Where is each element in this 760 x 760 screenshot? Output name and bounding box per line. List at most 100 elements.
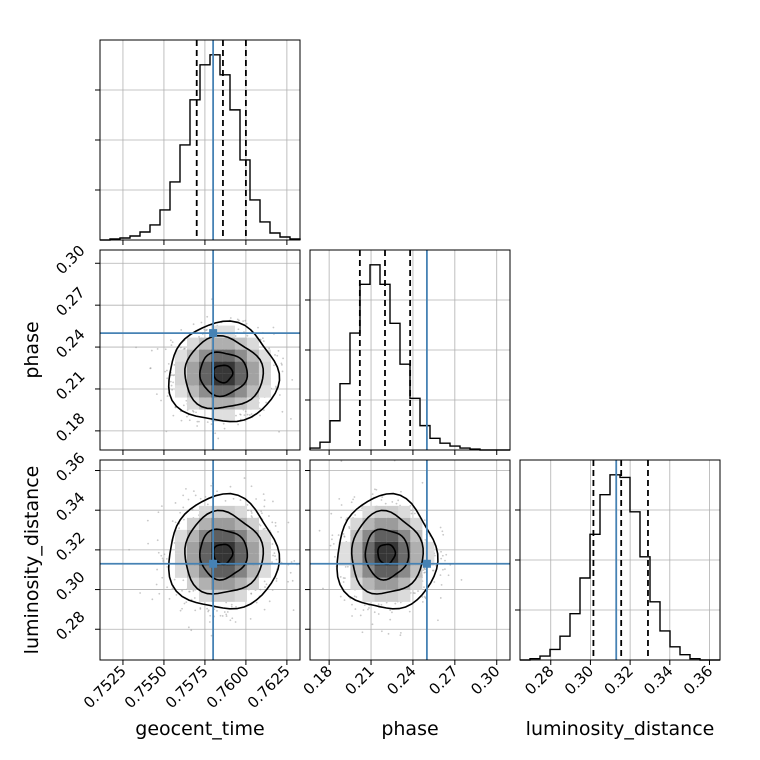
density-cell xyxy=(246,565,259,578)
sample-point xyxy=(342,533,345,535)
sample-point xyxy=(192,323,195,326)
sample-point xyxy=(290,417,292,420)
sample-point xyxy=(412,592,415,594)
truth-marker xyxy=(422,559,431,568)
sample-point xyxy=(439,574,442,576)
sample-point xyxy=(291,378,294,381)
sample-point xyxy=(259,414,261,417)
x-tick-label: 0.7600 xyxy=(203,662,253,712)
density-cell xyxy=(174,553,187,566)
sample-point xyxy=(400,490,402,493)
density-cell xyxy=(222,409,235,422)
sample-point xyxy=(258,523,261,526)
sample-point xyxy=(243,477,246,479)
sample-point xyxy=(342,577,345,579)
sample-point xyxy=(182,579,185,582)
sample-point xyxy=(180,419,183,422)
sample-point xyxy=(156,568,159,571)
x-axis-label-luminosity-distance: luminosity_distance xyxy=(526,718,715,740)
sample-point xyxy=(171,520,174,523)
density-cell xyxy=(410,541,423,554)
sample-point xyxy=(423,567,426,570)
sample-point xyxy=(413,512,416,515)
sample-point xyxy=(421,596,424,598)
sample-point xyxy=(351,615,353,617)
sample-point xyxy=(343,535,346,538)
sample-point xyxy=(250,515,253,517)
sample-point xyxy=(258,407,261,410)
sample-point xyxy=(423,595,426,598)
sample-point xyxy=(237,328,240,331)
sample-point xyxy=(363,604,366,607)
sample-point xyxy=(196,425,199,427)
sample-point xyxy=(221,615,224,617)
density-cell xyxy=(398,565,411,578)
density-cell xyxy=(186,373,199,386)
sample-point xyxy=(232,497,235,500)
sample-point xyxy=(380,603,383,606)
sample-point xyxy=(207,609,210,612)
sample-point xyxy=(277,530,279,533)
sample-point xyxy=(208,621,211,623)
sample-point xyxy=(432,569,435,572)
sample-point xyxy=(185,601,188,604)
sample-point xyxy=(160,554,163,557)
sample-point xyxy=(186,415,188,418)
density-cell xyxy=(374,541,387,554)
sample-point xyxy=(171,341,174,344)
contour-line xyxy=(167,492,281,610)
contour-line xyxy=(364,528,410,581)
sample-point xyxy=(433,581,436,583)
sample-point xyxy=(135,346,137,349)
y-tick-label: 0.36 xyxy=(52,449,88,485)
sample-point xyxy=(170,384,173,387)
sample-point xyxy=(391,501,394,503)
density-cell xyxy=(222,565,235,578)
sample-point xyxy=(181,589,183,592)
sample-point xyxy=(210,423,213,426)
sample-point xyxy=(166,369,168,372)
y-tick-label: 0.18 xyxy=(52,409,88,445)
density-cell xyxy=(374,565,387,578)
sample-point xyxy=(210,634,213,637)
sample-point xyxy=(433,554,436,557)
sample-point xyxy=(381,496,384,499)
sample-point xyxy=(169,380,172,383)
density-cell xyxy=(186,541,199,554)
density-cell xyxy=(222,577,235,590)
panel-hist-geocent-time xyxy=(95,39,301,241)
density-cell xyxy=(362,541,375,554)
sample-point xyxy=(265,583,268,586)
sample-point xyxy=(236,318,239,321)
y-tick-label: 0.30 xyxy=(52,568,88,604)
sample-point xyxy=(331,534,334,537)
density-cell xyxy=(186,517,199,530)
sample-point xyxy=(442,533,445,536)
sample-point xyxy=(318,529,321,532)
density-cell xyxy=(198,505,211,518)
sample-point xyxy=(362,609,365,611)
sample-point xyxy=(344,565,347,568)
density-cell xyxy=(174,373,187,386)
sample-point xyxy=(168,597,171,600)
sample-point xyxy=(194,609,197,612)
density-cell xyxy=(198,589,211,602)
y-tick-label: 0.28 xyxy=(52,608,88,644)
sample-point xyxy=(173,374,176,376)
density-cell xyxy=(246,385,259,398)
sample-point xyxy=(192,589,195,592)
sample-point xyxy=(395,502,398,505)
sample-point xyxy=(245,322,248,325)
sample-point xyxy=(173,363,176,366)
density-cell xyxy=(222,349,235,362)
density-cell xyxy=(234,505,247,518)
density-cell xyxy=(198,385,211,398)
density-cell xyxy=(398,505,411,518)
sample-point xyxy=(352,498,355,501)
sample-point xyxy=(373,611,376,614)
sample-point xyxy=(408,610,411,613)
sample-point xyxy=(250,510,253,513)
sample-point xyxy=(171,388,174,391)
sample-point xyxy=(191,508,194,511)
